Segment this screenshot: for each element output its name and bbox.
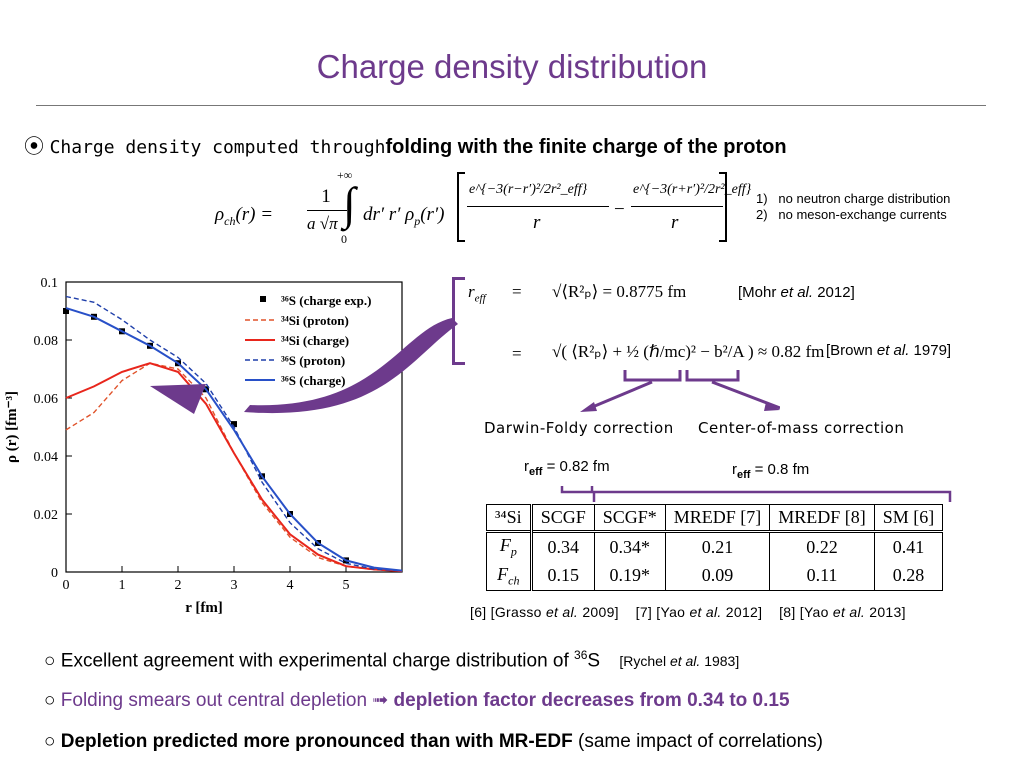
reff-darwin-value: reff = 0.82 fm: [524, 458, 610, 478]
reff-value-1: √⟨R²ₚ⟩ = 0.8775 fm: [552, 282, 687, 301]
x-tick-label: 0: [63, 578, 70, 593]
curved-arrow-body: [244, 318, 458, 414]
reference-yao-2012: [7] [Yao et al. 2012]: [635, 604, 763, 620]
conclusion-bullet-2: ○ Folding smears out central depletion ➟…: [44, 690, 790, 711]
brown-reference: [Brown et al. 1979]: [826, 342, 952, 359]
legend-marker: [260, 296, 266, 302]
table-header: MREDF [8]: [769, 504, 875, 532]
table-brackets: [560, 486, 952, 502]
arrow-icon: ➟: [372, 690, 389, 711]
data-point: [231, 421, 237, 428]
y-axis-label: ρ (r) [fm⁻³]: [4, 391, 20, 463]
assumption-notes: 1) no neutron charge distribution 2) no …: [756, 191, 950, 223]
y-tick-label: 0.1: [41, 276, 59, 291]
legend-entry: ³⁶S (charge exp.): [281, 293, 371, 308]
x-tick-label: 2: [175, 578, 182, 593]
note-item: 2) no meson-exchange currents: [756, 207, 947, 222]
table-header: MREDF [7]: [664, 504, 771, 532]
reff-block: reff = √⟨R²ₚ⟩ = 0.8775 fm [Mohr et al. 2…: [468, 282, 952, 363]
table-header-row: ³⁴Si SCGF SCGF* MREDF [7] MREDF [8] SM […: [486, 504, 944, 532]
table-row: Fp 0.34 0.34* 0.21 0.22 0.41: [486, 530, 944, 562]
charge-density-chart: 0 1 2 3 4 5 0 0.02 0.04 0.06 0.08 0.1 r [fm] ρ (r) [f…: [4, 276, 403, 616]
bullet-icon: ⦿: [24, 136, 44, 158]
page-title: Charge density distribution: [316, 48, 708, 85]
series-line: [65, 295, 403, 572]
y-tick-label: 0.06: [34, 392, 59, 407]
legend-entry: ³⁶S (charge): [281, 373, 345, 388]
table-header: SM [6]: [873, 504, 944, 532]
bullet-circle-icon: ○: [44, 731, 56, 752]
y-tick-label: 0.02: [34, 508, 59, 523]
data-point: [63, 308, 69, 314]
legend-entry: ³⁴Si (charge): [281, 333, 349, 348]
table-row: Fch 0.15 0.19* 0.09 0.11 0.28: [486, 561, 944, 592]
com-brace: [685, 370, 740, 382]
table-corner: ³⁴Si: [486, 504, 533, 532]
table-references: [6] [Grasso et al. 2009] [7] [Yao et al.…: [470, 604, 906, 620]
com-arrowhead: [764, 402, 780, 411]
series-line: [65, 307, 403, 572]
y-tick-label: 0: [51, 566, 58, 581]
table-header: SCGF*: [593, 504, 666, 532]
reference-yao-2013: [8] [Yao et al. 2013]: [779, 604, 906, 620]
table-header: SCGF: [530, 504, 595, 532]
correction-arrows: [580, 370, 780, 412]
darwin-foldy-label: Darwin-Foldy correction: [484, 419, 674, 437]
curved-arrow-head: [150, 384, 206, 414]
center-of-mass-label: Center-of-mass correction: [698, 419, 905, 437]
mohr-reference: [Mohr et al. 2012]: [738, 284, 855, 301]
bullet-bold-text: folding with the finite charge of the pr…: [385, 136, 787, 158]
charge-density-formula: ρch(r) = 1 a √π +∞ ∫ 0 dr′ r′ ρp(r′) e^{…: [215, 168, 752, 246]
title-divider: [36, 105, 986, 106]
y-tick-label: 0.08: [34, 334, 59, 349]
x-tick-label: 1: [119, 578, 126, 593]
reference-grasso: [6] [Grasso et al. 2009]: [470, 604, 619, 620]
reff-value-2: √( ⟨R²ₚ⟩ + ½ (ℏ/mc)² − b²/A ) ≈ 0.82 fm: [552, 342, 825, 361]
y-tick-label: 0.04: [34, 450, 59, 465]
darwin-arrow: [589, 380, 653, 410]
note-item: 1) no neutron charge distribution: [756, 191, 951, 206]
x-tick-label: 3: [231, 578, 238, 593]
intro-bullet: ⦿ Charge density computed throughfolding…: [24, 130, 787, 159]
depletion-factor-table: ³⁴Si SCGF SCGF* MREDF [7] MREDF [8] SM […: [486, 504, 944, 592]
bracket-to-chart-arrow: [150, 318, 458, 414]
com-arrow: [711, 380, 780, 410]
reff-com-value: reff = 0.8 fm: [732, 461, 810, 481]
darwin-brace: [623, 370, 682, 382]
x-axis-label: r [fm]: [185, 600, 223, 616]
conclusion-bullet-3: ○ Depletion predicted more pronounced th…: [44, 731, 823, 752]
bullet-text: Charge density computed through: [49, 137, 386, 158]
series-line: [65, 362, 403, 573]
legend-entry: ³⁴Si (proton): [281, 313, 349, 328]
x-tick-label: 4: [287, 578, 294, 593]
x-tick-label: 5: [343, 578, 350, 593]
bullet-circle-icon: ○: [44, 690, 56, 711]
conclusion-bullet-1: ○ Excellent agreement with experimental …: [44, 648, 740, 672]
rychel-reference: [Rychel et al. 1983]: [619, 653, 740, 670]
darwin-arrowhead: [580, 402, 597, 412]
legend-entry: ³⁶S (proton): [281, 353, 345, 368]
bullet-circle-icon: ○: [44, 650, 56, 672]
